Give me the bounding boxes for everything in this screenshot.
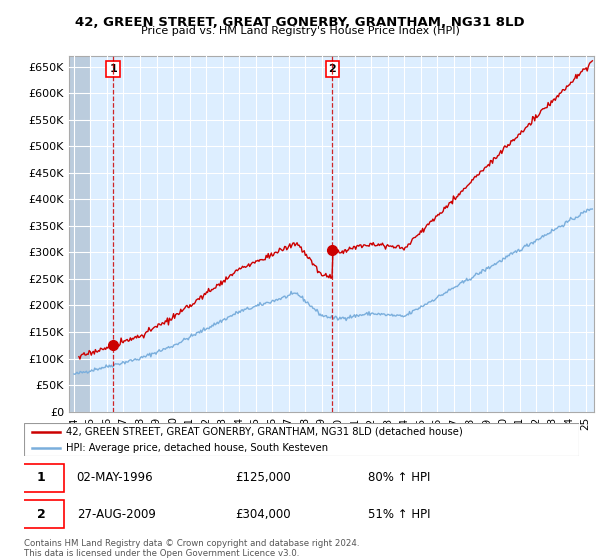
FancyBboxPatch shape: [19, 464, 64, 492]
Text: £304,000: £304,000: [235, 507, 290, 520]
Text: 02-MAY-1996: 02-MAY-1996: [77, 471, 154, 484]
Text: 1: 1: [109, 64, 117, 74]
Text: Contains HM Land Registry data © Crown copyright and database right 2024.
This d: Contains HM Land Registry data © Crown c…: [24, 539, 359, 558]
Text: 2: 2: [328, 64, 336, 74]
Text: 27-AUG-2009: 27-AUG-2009: [77, 507, 155, 520]
Text: £125,000: £125,000: [235, 471, 290, 484]
Text: 80% ↑ HPI: 80% ↑ HPI: [368, 471, 430, 484]
Text: 1: 1: [37, 471, 46, 484]
Text: Price paid vs. HM Land Registry's House Price Index (HPI): Price paid vs. HM Land Registry's House …: [140, 26, 460, 36]
Text: 51% ↑ HPI: 51% ↑ HPI: [368, 507, 431, 520]
FancyBboxPatch shape: [24, 423, 579, 456]
Text: 42, GREEN STREET, GREAT GONERBY, GRANTHAM, NG31 8LD: 42, GREEN STREET, GREAT GONERBY, GRANTHA…: [75, 16, 525, 29]
FancyBboxPatch shape: [19, 500, 64, 528]
Bar: [69, 56, 91, 412]
Text: 2: 2: [37, 507, 46, 520]
Text: 42, GREEN STREET, GREAT GONERBY, GRANTHAM, NG31 8LD (detached house): 42, GREEN STREET, GREAT GONERBY, GRANTHA…: [65, 427, 463, 437]
Text: HPI: Average price, detached house, South Kesteven: HPI: Average price, detached house, Sout…: [65, 442, 328, 452]
